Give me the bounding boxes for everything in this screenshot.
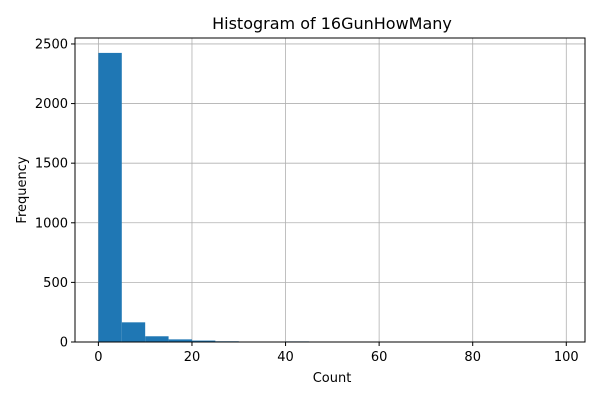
x-axis-label: Count	[313, 371, 352, 386]
x-tick-label-2: 40	[277, 350, 294, 365]
y-tick-label-1: 500	[43, 276, 68, 291]
y-tick-label-2: 1000	[35, 216, 68, 231]
y-tick-label-5: 2500	[35, 37, 68, 52]
histogram-bar-1	[121, 322, 146, 342]
histogram-bar-4	[191, 340, 216, 342]
y-axis-label: Frequency	[15, 156, 30, 223]
x-axis-ticks: 0 20 40 60 80 100	[94, 342, 579, 365]
histogram-bar-3	[168, 339, 192, 342]
plot-frame	[74, 37, 586, 343]
histogram-bar-2	[145, 336, 169, 342]
x-tick-label-5: 100	[554, 350, 579, 365]
histogram-bar-0	[98, 52, 122, 342]
x-tick-label-1: 20	[184, 350, 201, 365]
y-tick-label-4: 2000	[35, 97, 68, 112]
grid-lines	[75, 38, 585, 343]
y-tick-label-3: 1500	[35, 157, 68, 172]
y-axis-ticks: 0 500 1000 1500 2000 2500	[35, 37, 75, 351]
x-tick-label-4: 80	[464, 350, 481, 365]
chart-title: Histogram of 16GunHowMany	[212, 14, 452, 33]
x-tick-label-0: 0	[94, 350, 102, 365]
x-tick-label-3: 60	[371, 350, 388, 365]
y-tick-label-0: 0	[60, 336, 68, 351]
bars-group	[98, 52, 567, 342]
